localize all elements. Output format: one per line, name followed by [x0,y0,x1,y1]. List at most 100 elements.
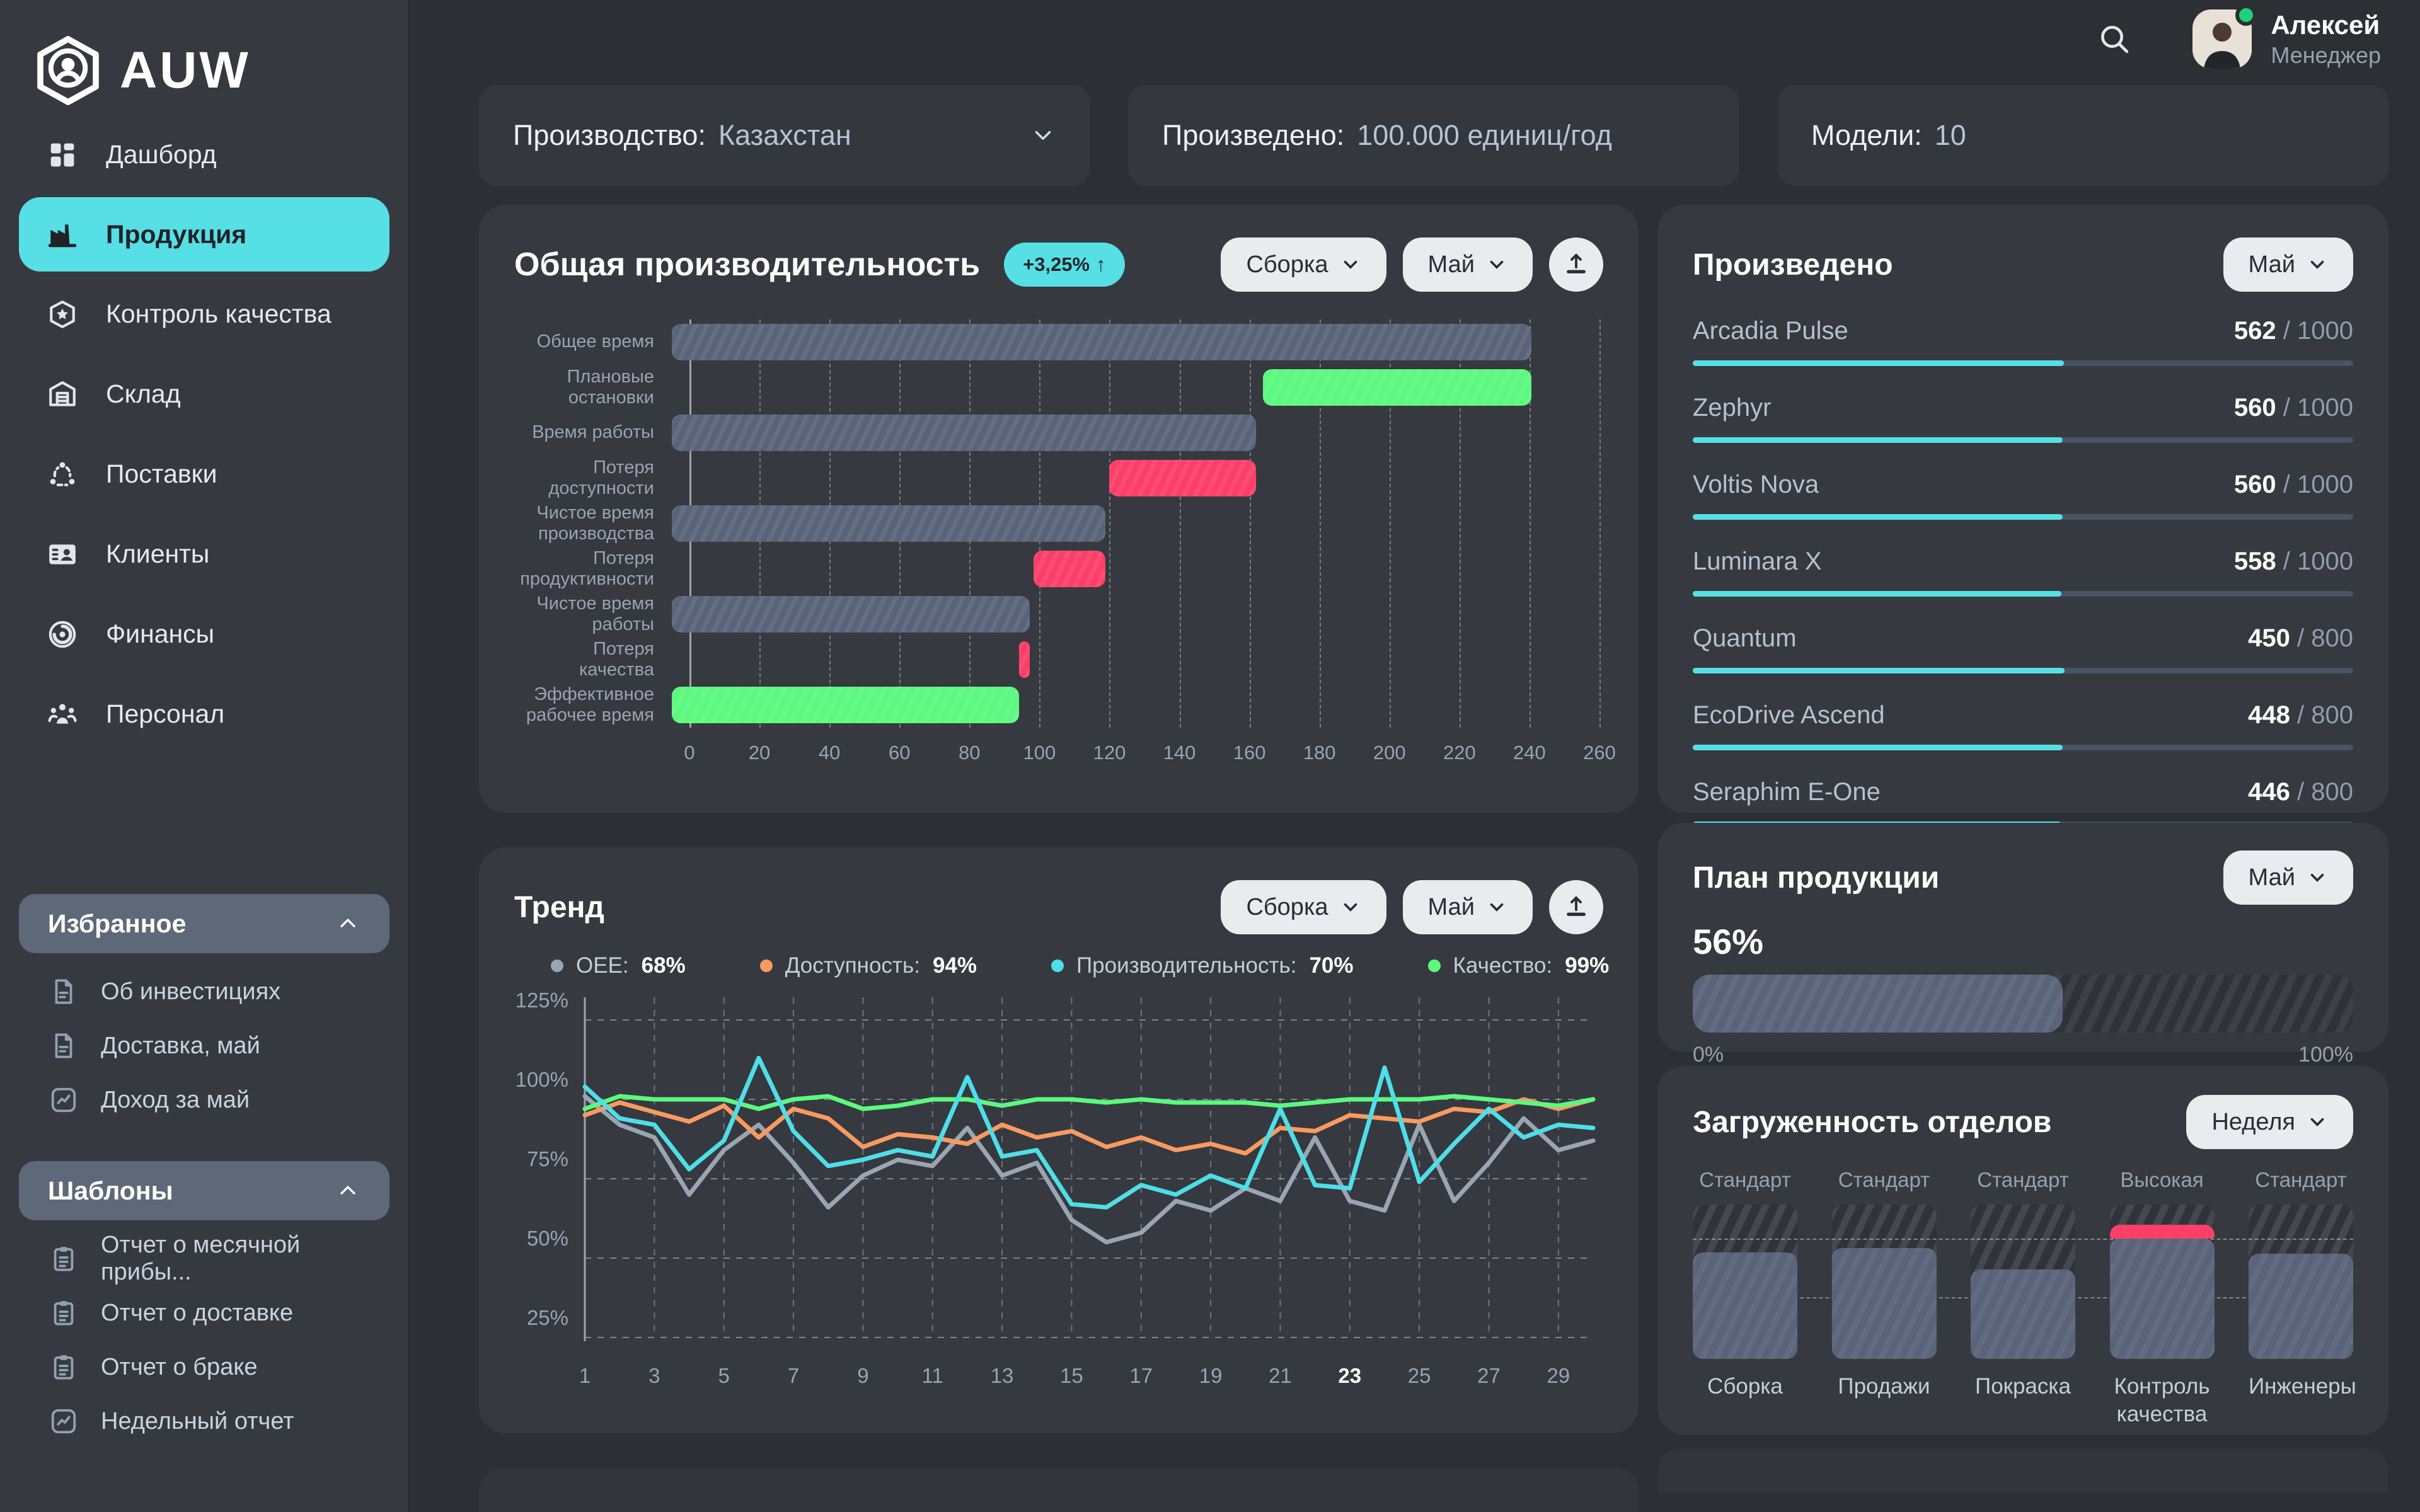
departments-card: Загруженность отделов Неделя Стандарт Ста… [1657,1066,2388,1435]
oee-card-title: Общая производительность [514,246,981,283]
svg-text:13: 13 [991,1364,1014,1387]
sidebar-item-label: Поставки [106,459,217,488]
filter-label: Модели: [1811,119,1922,151]
legend-dot [1051,959,1064,972]
produced-item-0: Arcadia Pulse 562 / 1000 [1693,317,2353,366]
next-card-peek [1657,1448,2388,1492]
favorites-section: Избранное Об инвестициях Доставка, май Дохо… [19,894,389,1127]
favorites-item-1[interactable]: Доставка, май [19,1019,389,1073]
model-progressbar [1693,745,2353,750]
svg-text:25: 25 [1408,1364,1431,1387]
oee-assembly-select[interactable]: Сборка [1221,238,1386,292]
templates-item-2[interactable]: Отчет о браке [19,1340,389,1394]
oee-card: Общая производительность +3,25% ↑ Сборка … [479,205,1639,813]
chevron-up-icon [335,911,360,936]
trend-assembly-select[interactable]: Сборка [1221,880,1386,934]
templates-item-0[interactable]: Отчет о месячной прибы... [19,1232,389,1286]
oee-category-label: Чистое время работы [536,593,654,634]
avatar[interactable] [2192,4,2257,69]
oee-row-4: Чистое время производства [514,501,1603,546]
model-progressbar [1693,668,2353,673]
dashboard-grid: Общая производительность +3,25% ↑ Сборка … [479,205,2388,1512]
favorites-item-2[interactable]: Доход за май [19,1073,389,1127]
filter-chip-0[interactable]: Производство: Казахстан [479,85,1090,186]
dept-status-0: Стандарт [1699,1168,1791,1191]
sidebar-item-0[interactable]: Дашборд [0,115,408,195]
templates-item-3[interactable]: Недельный отчет [19,1394,389,1448]
favorites-item-label: Об инвестициях [101,978,281,1005]
favorites-header[interactable]: Избранное [19,894,389,953]
chevron-down-icon [1340,896,1361,918]
produced-month-select[interactable]: Май [2223,238,2353,292]
sidebar-item-2[interactable]: Контроль качества [0,274,408,354]
templates-item-1[interactable]: Отчет о доставке [19,1286,389,1340]
online-status-dot [2235,4,2257,26]
departments-period-select[interactable]: Неделя [2186,1095,2353,1149]
upload-icon [1563,251,1589,279]
warehouse-icon [47,379,78,410]
oee-row-7: Потеря качества [514,637,1603,682]
svg-text:27: 27 [1477,1364,1501,1387]
document-icon [49,1031,78,1060]
favorites-title: Избранное [48,908,187,938]
chevron-down-icon [1486,896,1507,918]
svg-text:7: 7 [788,1364,799,1387]
sidebar-item-1[interactable]: Продукция [19,197,389,272]
produced-item-3: Luminara X 558 / 1000 [1693,547,2353,597]
trend-month-select[interactable]: Май [1402,880,1533,934]
plan-scale-max: 100% [2298,1043,2353,1067]
trend-line-chart: 125%100%75%50%25%1 3 5 7 9 11 13 15 17 19 21 23 25 27… [516,988,1596,1387]
search-icon[interactable] [2097,21,2132,57]
oee-month-select[interactable]: Май [1402,238,1533,292]
sidebar-item-4[interactable]: Поставки [0,434,408,514]
sidebar-item-label: Продукция [106,219,247,249]
model-progressbar [1693,514,2353,520]
oee-row-0: Общее время [514,319,1603,365]
plan-progressbar [1693,975,2353,1033]
templates-section: Шаблоны Отчет о месячной прибы... Отчет о … [19,1161,389,1448]
departments-card-title: Загруженность отделов [1693,1105,2052,1139]
svg-text:11: 11 [922,1364,943,1387]
sidebar-item-7[interactable]: Персонал [0,674,408,754]
svg-text:19: 19 [1199,1364,1223,1387]
dept-high-load-cap [2109,1224,2215,1239]
trend-card-title: Тренд [514,890,604,924]
svg-text:17: 17 [1129,1364,1153,1387]
oee-row-2: Время работы [514,410,1603,455]
document-icon [49,977,78,1006]
svg-text:29: 29 [1547,1364,1570,1387]
model-name: Zephyr [1693,394,1772,421]
oee-bar [1019,641,1030,678]
model-count: 560 / 1000 [2233,394,2353,421]
svg-text:23: 23 [1338,1364,1361,1387]
oee-category-label: Общее время [536,331,654,352]
departments-bar-chart [1693,1205,2353,1359]
legend-value: 70% [1309,953,1354,978]
dept-name-1: Продажи [1838,1374,1930,1399]
model-name: Luminara X [1693,547,1822,575]
favorites-item-0[interactable]: Об инвестициях [19,965,389,1019]
oee-category-label: Чистое время производства [536,502,654,544]
oee-category-label: Время работы [532,422,654,443]
plan-month-select[interactable]: Май [2223,850,2353,905]
sidebar-item-5[interactable]: Клиенты [0,514,408,594]
model-name: Quantum [1693,624,1797,652]
oee-row-3: Потеря доступности [514,455,1603,501]
oee-export-button[interactable] [1549,238,1603,292]
sidebar-item-6[interactable]: Финансы [0,594,408,674]
oee-row-8: Эффективное рабочее время [514,682,1603,728]
filter-value: Казахстан [718,119,851,151]
trend-export-button[interactable] [1549,880,1603,934]
logo: AUW [0,0,408,106]
sidebar-item-label: Клиенты [106,539,210,568]
filter-value: 100.000 единиц/год [1357,119,1612,151]
plan-card: План продукции Май 56% 0% 100% [1657,823,2388,1067]
sidebar-item-3[interactable]: Склад [0,354,408,434]
produced-item-6: Seraphim E-One 446 / 800 [1693,778,2353,827]
svg-text:21: 21 [1269,1364,1292,1387]
sidebar-menu: Дашборд Продукция Контроль качества Склад По… [0,115,408,754]
svg-text:9: 9 [857,1364,868,1387]
dept-name-0: Сборка [1707,1374,1783,1399]
legend-item-0: OEE: 68% [551,953,686,978]
templates-header[interactable]: Шаблоны [19,1161,389,1220]
